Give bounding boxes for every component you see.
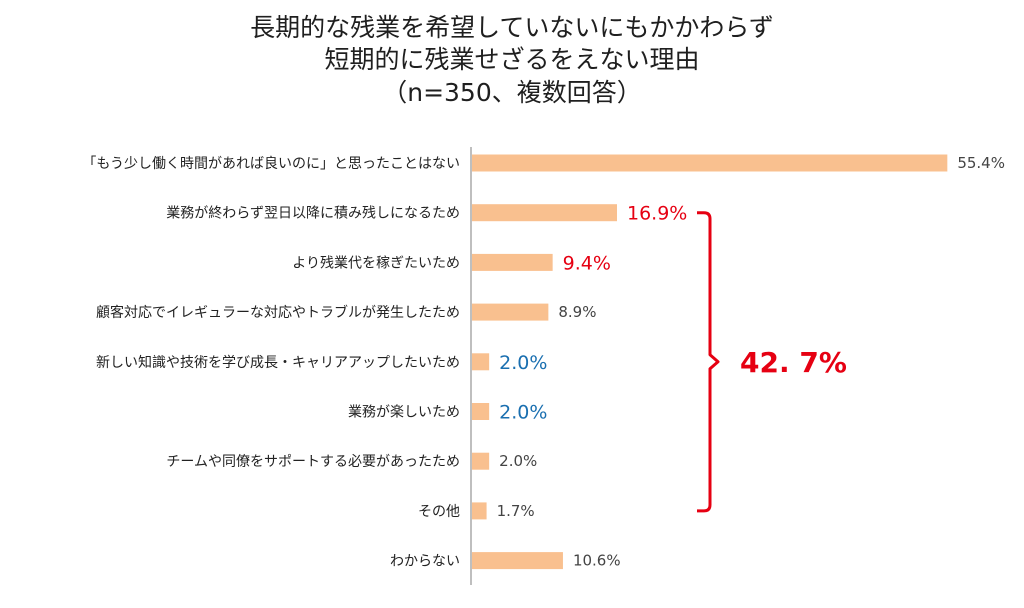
chart-title-line-3: （n=350、複数回答）	[382, 78, 642, 107]
chart-title-line-2: 短期的に残業せざるをえない理由	[324, 45, 700, 74]
annotation-total-label: 42. 7%	[740, 346, 847, 379]
category-label: 業務が終わらず翌日以降に積み残しになるため	[166, 206, 460, 222]
category-label: 新しい知識や技術を学び成長・キャリアアップしたいため	[96, 354, 460, 371]
bar	[472, 154, 948, 172]
category-label: チームや同僚をサポートする必要があったため	[166, 454, 460, 470]
bar	[472, 403, 490, 420]
category-label: 顧客対応でイレギュラーな対応やトラブルが発生したため	[96, 304, 460, 321]
bar	[472, 552, 563, 570]
bar	[472, 452, 490, 470]
annotation-bracket	[697, 211, 720, 513]
value-label: 1.7%	[497, 502, 535, 520]
value-label: 2.0%	[499, 402, 547, 424]
value-label: 8.9%	[558, 303, 596, 321]
bar	[472, 253, 553, 271]
bar	[472, 303, 549, 321]
value-label: 2.0%	[499, 452, 537, 470]
bar	[472, 204, 618, 222]
bar	[472, 502, 487, 520]
bars-layer: 「もう少し働く時間があれば良いのに」と思ったことはない 55.4% 業務が終わらず翌…	[82, 147, 1005, 585]
bar	[472, 353, 490, 371]
bracket-layer: 42. 7%	[697, 211, 847, 513]
category-label: わからない	[390, 554, 460, 570]
value-label: 10.6%	[573, 552, 621, 570]
category-label: 「もう少し働く時間があれば良いのに」と思ったことはない	[82, 156, 460, 172]
value-label: 9.4%	[563, 252, 611, 274]
value-label: 16.9%	[627, 203, 687, 225]
category-label: より残業代を稼ぎたいため	[292, 255, 460, 271]
category-label: 業務が楽しいため	[348, 405, 460, 421]
value-label: 2.0%	[499, 352, 547, 374]
category-label: その他	[418, 504, 460, 520]
chart-title-line-1: 長期的な残業を希望していないにもかかわらず	[250, 13, 774, 42]
value-label: 55.4%	[957, 154, 1005, 172]
